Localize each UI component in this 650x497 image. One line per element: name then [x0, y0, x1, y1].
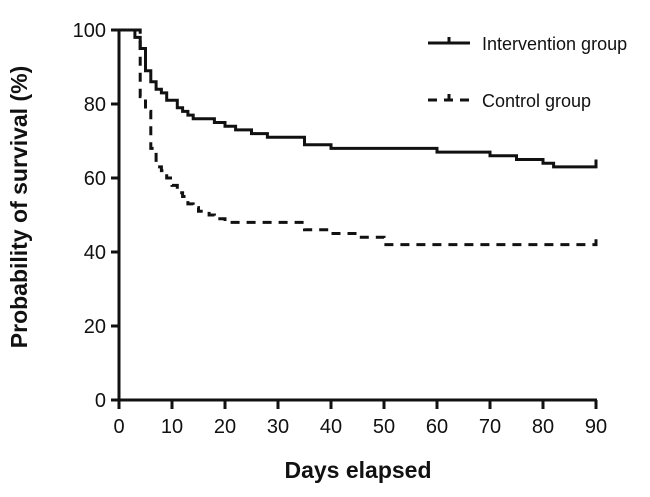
y-axis-title: Probability of survival (%) [6, 66, 32, 348]
x-tick-label: 80 [532, 416, 554, 438]
x-tick-label: 0 [113, 416, 124, 438]
y-axis: 0 20 40 60 80 100 [73, 20, 121, 412]
x-tick-label: 50 [373, 416, 395, 438]
legend-label-control: Control group [482, 91, 591, 111]
x-axis-title: Days elapsed [284, 457, 431, 483]
x-tick-label: 70 [479, 416, 501, 438]
intervention-survival-line [119, 28, 598, 169]
x-axis: 0 10 20 30 40 50 60 70 80 90 [113, 398, 607, 438]
series-layer [119, 28, 598, 247]
legend: Intervention group Control group [428, 34, 627, 111]
y-tick-label: 40 [84, 242, 106, 264]
x-tick-label: 40 [320, 416, 342, 438]
legend-item-intervention: Intervention group [428, 34, 627, 54]
x-tick-label: 30 [267, 416, 289, 438]
y-tick-label: 80 [84, 94, 106, 116]
y-tick-label: 60 [84, 168, 106, 190]
control-survival-line [119, 28, 598, 247]
legend-label-intervention: Intervention group [482, 34, 627, 54]
x-tick-label: 60 [426, 416, 448, 438]
legend-item-control: Control group [428, 91, 591, 111]
x-tick-label: 90 [585, 416, 607, 438]
y-tick-label: 0 [95, 390, 106, 412]
x-tick-label: 10 [161, 416, 183, 438]
x-tick-label: 20 [214, 416, 236, 438]
y-tick-label: 100 [73, 20, 106, 42]
y-tick-label: 20 [84, 316, 106, 338]
